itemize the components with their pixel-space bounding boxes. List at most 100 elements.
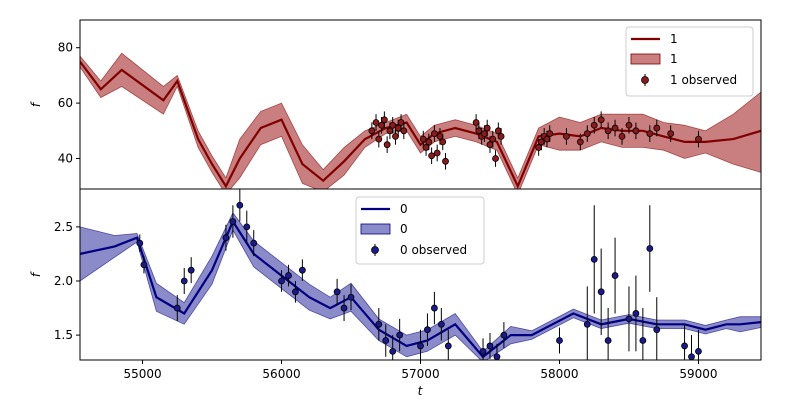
bottom-point-marker <box>639 337 647 344</box>
bottom-observed-point <box>229 205 237 238</box>
bottom-observed-point <box>333 278 341 305</box>
bottom-point-marker <box>285 272 292 279</box>
bottom-point-marker <box>556 337 563 344</box>
top-point-marker <box>625 121 633 129</box>
top-point-marker <box>604 127 612 135</box>
bottom-observed-point <box>695 329 702 360</box>
top-observed-point <box>497 128 505 145</box>
top-observed-point <box>563 128 570 145</box>
bottom-observed-point <box>625 286 633 352</box>
bottom-observed-point <box>340 295 348 322</box>
top-point-marker <box>439 138 447 146</box>
bottom-legend: 0 0 0 observed <box>355 196 485 265</box>
bottom-point-marker <box>417 342 424 350</box>
bottom-panel: 1.52.02.5 55000 56000 57000 58000 59000 f t … <box>29 188 762 398</box>
bottom-point-marker <box>250 239 258 247</box>
top-y-tick-label: 40 <box>58 152 73 166</box>
x-tick-label: 55000 <box>123 367 161 381</box>
bottom-point-marker <box>437 320 445 328</box>
bottom-point-marker <box>298 266 306 274</box>
bottom-point-marker <box>479 347 487 355</box>
bottom-point-marker <box>136 239 144 247</box>
bottom-point-marker <box>590 255 598 263</box>
top-observed-point <box>695 130 702 148</box>
top-point-marker <box>375 135 383 143</box>
top-point-marker <box>611 124 619 132</box>
top-legend-entry-3: 1 observed <box>670 73 737 87</box>
bottom-point-marker <box>140 261 148 269</box>
bottom-observed-point <box>681 324 688 360</box>
top-observed-point <box>590 116 598 134</box>
bottom-point-marker <box>396 331 404 339</box>
top-point-marker <box>576 138 584 146</box>
top-point-marker <box>492 155 499 162</box>
bottom-point-marker <box>444 342 452 350</box>
bottom-point-marker <box>604 337 612 344</box>
top-point-marker <box>546 130 554 137</box>
top-observed-point <box>380 111 388 129</box>
top-point-marker <box>475 127 483 135</box>
bottom-y-tick-label: 2.0 <box>54 274 73 288</box>
bottom-observed-point <box>583 286 591 360</box>
top-observed-point <box>439 133 447 151</box>
bottom-legend-marker-swatch <box>371 246 379 254</box>
top-observed-point <box>483 119 491 137</box>
bottom-observed-point <box>250 230 258 257</box>
top-point-marker <box>489 135 497 143</box>
top-point-marker <box>563 132 570 140</box>
x-tick-label: 57000 <box>401 367 439 381</box>
bottom-point-marker <box>625 315 633 323</box>
top-confidence-band <box>80 52 761 189</box>
top-observed-point <box>425 133 433 151</box>
top-legend: 1 1 1 observed <box>625 26 754 97</box>
top-observed-point <box>611 119 619 137</box>
bottom-point-marker <box>375 320 383 328</box>
top-panel: 40 60 80 f 1 1 1 observed <box>29 19 762 190</box>
top-point-marker <box>394 124 402 132</box>
bottom-observed-point <box>278 270 285 292</box>
top-observed-point <box>632 122 640 140</box>
top-y-axis-label: f <box>29 101 43 107</box>
top-point-marker <box>653 124 661 132</box>
bottom-observed-point <box>444 329 452 360</box>
top-observed-point <box>546 125 554 142</box>
top-plot-area <box>80 52 761 189</box>
bottom-x-ticks: 55000 56000 57000 58000 59000 <box>123 360 718 381</box>
x-axis-label: t <box>418 384 424 398</box>
bottom-point-marker <box>424 326 431 334</box>
top-point-marker <box>425 138 433 146</box>
bottom-point-marker <box>229 218 237 225</box>
top-point-marker <box>430 130 438 137</box>
bottom-observed-point <box>396 318 404 352</box>
top-observed-point <box>667 125 675 142</box>
bottom-legend-entry-3: 0 observed <box>400 243 467 257</box>
bottom-point-marker <box>187 266 195 274</box>
bottom-y-ticks: 1.5 2.0 2.5 <box>54 220 80 342</box>
bottom-point-marker <box>681 342 688 350</box>
top-point-marker <box>646 130 654 137</box>
bottom-point-marker <box>695 347 702 355</box>
bottom-point-marker <box>292 288 299 296</box>
bottom-observed-point <box>611 237 619 314</box>
bottom-observed-point <box>556 327 563 354</box>
top-observed-point <box>604 122 612 140</box>
top-y-tick-label: 80 <box>58 41 73 55</box>
top-point-marker <box>428 152 436 160</box>
top-point-marker <box>535 144 543 151</box>
top-observed-point <box>372 114 380 131</box>
top-point-marker <box>386 127 394 135</box>
top-observed-point <box>433 144 441 162</box>
bottom-legend-entry-2: 0 <box>400 222 408 236</box>
bottom-point-marker <box>236 201 244 209</box>
bottom-observed-point <box>417 329 424 360</box>
top-observed-point <box>397 114 405 131</box>
top-observed-point <box>492 150 499 167</box>
top-point-marker <box>368 127 376 135</box>
bottom-point-marker <box>688 353 695 360</box>
top-observed-point <box>597 111 605 129</box>
top-observed-point <box>646 125 654 142</box>
top-legend-band-swatch <box>630 53 661 65</box>
top-point-marker <box>436 132 444 140</box>
bottom-legend-box <box>355 196 485 265</box>
top-point-marker <box>372 119 380 126</box>
